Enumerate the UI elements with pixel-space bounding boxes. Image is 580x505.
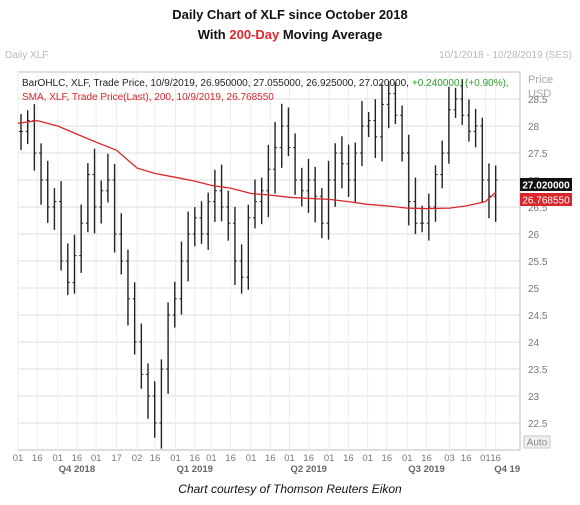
auto-scale-button[interactable]: Auto <box>523 435 551 449</box>
chart-caption: Chart courtesy of Thomson Reuters Eikon <box>178 482 402 496</box>
subtitle-highlight: 200-Day <box>229 27 280 42</box>
x-tick-label: 01 <box>284 453 295 464</box>
y-tick-label: 23 <box>528 392 540 403</box>
x-tick-label: 16 <box>265 453 276 464</box>
x-tick-label: 17 <box>111 453 122 464</box>
x-tick-label: 01 <box>246 453 257 464</box>
x-tick-label: 16 <box>72 453 83 464</box>
x-tick-label: 01 <box>170 453 181 464</box>
x-tick-label: 16 <box>225 453 236 464</box>
y-tick-label: 25.5 <box>528 257 548 268</box>
x-tick-label: 01 <box>206 453 217 464</box>
x-tick-label: 16 <box>343 453 354 464</box>
currency-axis-label: USD <box>528 88 551 100</box>
x-tick-label: 16 <box>461 453 472 464</box>
quarter-label: Q4 2018 <box>59 464 95 475</box>
quarter-label: Q1 2019 <box>176 464 212 475</box>
y-tick-label: 23.5 <box>528 365 548 376</box>
x-tick-label: 16 <box>303 453 314 464</box>
x-tick-label: 01 <box>480 453 491 464</box>
watermark-symbol: Daily XLF <box>5 50 49 61</box>
y-tick-label: 27.5 <box>528 149 548 160</box>
x-tick-label: 03 <box>444 453 455 464</box>
price-badge: 27.020000 <box>520 178 572 192</box>
svg-text:Auto: Auto <box>527 438 548 449</box>
y-tick-label: 24 <box>528 338 540 349</box>
chart-title: Daily Chart of XLF since October 2018 <box>172 7 408 22</box>
sma-badge: 26.768550 <box>520 193 572 207</box>
y-tick-label: 26.5 <box>528 203 548 214</box>
x-tick-label: 16 <box>150 453 161 464</box>
legend-ohlc: BarOHLC, XLF, Trade Price, 10/9/2019, 26… <box>22 78 509 89</box>
subtitle-suffix: Moving Average <box>279 27 383 42</box>
y-tick-label: 22.5 <box>528 419 548 430</box>
x-tick-label: 16 <box>189 453 200 464</box>
price-axis-label: Price <box>528 74 553 86</box>
x-axis: 01 16 01 16 01 17 02 16 01 16 01 16 01 16 01 16 01 16 01 16… <box>13 453 520 475</box>
quarter-label: Q2 2019 <box>290 464 326 475</box>
y-tick-label: 25 <box>528 284 540 295</box>
x-tick-label: 02 <box>132 453 143 464</box>
x-tick-label: 01 <box>13 453 24 464</box>
quarter-label: Q4 19 <box>494 464 520 475</box>
subtitle-prefix: With <box>197 27 230 42</box>
watermark-date-range: 10/1/2018 - 10/28/2019 (SES) <box>439 50 572 61</box>
y-tick-label: 28.5 <box>528 95 548 106</box>
y-tick-label: 28 <box>528 122 540 133</box>
x-tick-label: 01 <box>324 453 335 464</box>
ohlc-bars <box>19 79 498 449</box>
price-chart[interactable]: 28.52827.52726.52625.52524.52423.52322.5… <box>0 56 580 480</box>
quarter-label: Q3 2019 <box>408 464 444 475</box>
legend-ohlc-change: +0.240000, (+0.90%), <box>412 78 509 89</box>
y-tick-label: 26 <box>528 230 540 241</box>
x-tick-label: 16 <box>382 453 393 464</box>
x-tick-label: 16 <box>421 453 432 464</box>
y-tick-label: 24.5 <box>528 311 548 322</box>
x-tick-label: 01 <box>362 453 373 464</box>
x-tick-label: 01 <box>52 453 63 464</box>
chart-subtitle: With 200-Day Moving Average <box>0 27 580 42</box>
svg-text:27.020000: 27.020000 <box>522 181 570 192</box>
grid <box>17 72 520 450</box>
x-tick-label: 16 <box>490 453 501 464</box>
x-tick-label: 01 <box>91 453 102 464</box>
svg-text:26.768550: 26.768550 <box>522 196 570 207</box>
x-tick-label: 16 <box>32 453 43 464</box>
legend-sma: SMA, XLF, Trade Price(Last), 200, 10/9/2… <box>22 92 274 103</box>
x-tick-label: 01 <box>402 453 413 464</box>
sma-line <box>17 119 497 210</box>
